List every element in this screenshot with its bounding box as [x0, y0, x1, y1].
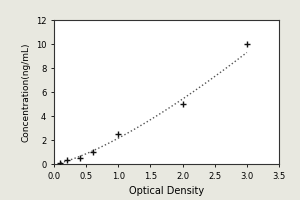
Y-axis label: Concentration(ng/mL): Concentration(ng/mL) [21, 42, 30, 142]
X-axis label: Optical Density: Optical Density [129, 186, 204, 196]
